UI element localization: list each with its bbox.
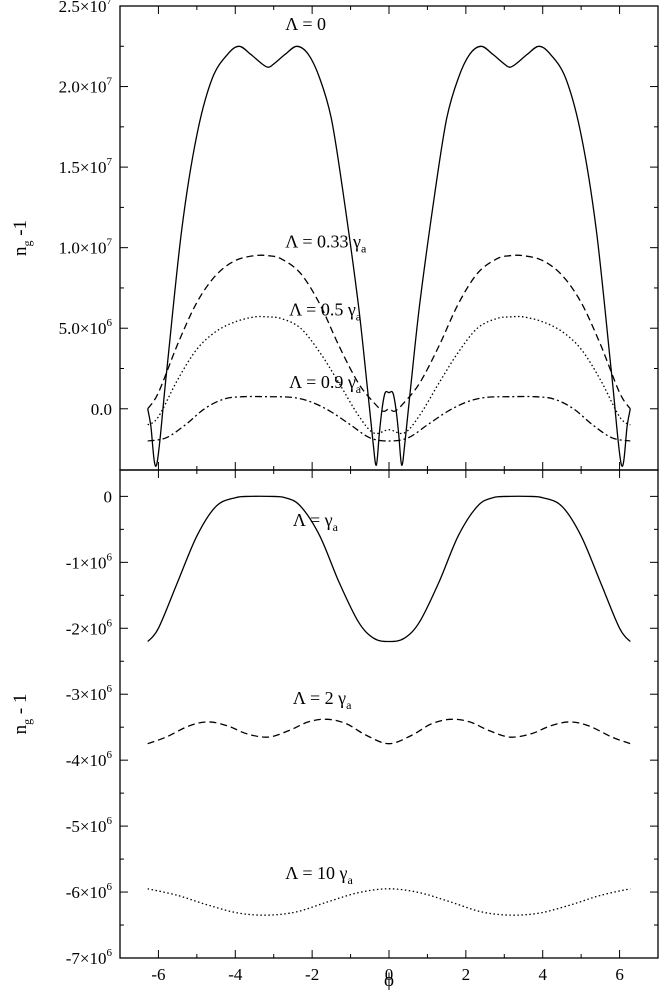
- y-tick-label: -2×106: [66, 617, 113, 638]
- plot-frame: [119, 469, 659, 959]
- series-line: [147, 395, 631, 442]
- x-axis-label: ϕ: [384, 970, 394, 991]
- y-tick-label: 0: [104, 487, 113, 506]
- y-tick-label: 0.0: [91, 400, 112, 419]
- series-annotation: Λ = 0: [285, 14, 326, 34]
- series-annotation: Λ = γa: [293, 510, 339, 534]
- y-tick-label: 2.0×107: [59, 76, 113, 97]
- series-annotation: Λ = 2 γa: [293, 688, 352, 712]
- series-annotation: Λ = 10 γa: [285, 863, 353, 887]
- series-annotation: Λ = 0.9 γa: [289, 372, 362, 396]
- y-tick-label: 2.5×107: [59, 0, 113, 16]
- series-line: [147, 495, 631, 643]
- y-tick-label: -7×106: [66, 947, 113, 968]
- x-tick-label: -4: [228, 965, 243, 984]
- y-tick-label: -1×106: [66, 551, 113, 572]
- series-annotation: Λ = 0.33 γa: [285, 232, 367, 256]
- y-tick-label: -6×106: [66, 881, 113, 902]
- series-line: [147, 718, 631, 745]
- series-annotation: Λ = 0.5 γa: [289, 299, 362, 323]
- bottom-panel: -6 -4 -2 0 2 4 6 0 -1×106 -2×106 -3×106 -4×106 -5×10…: [10, 469, 659, 991]
- x-tick-label: 2: [462, 965, 471, 984]
- x-tick-label: -2: [305, 965, 319, 984]
- plot-frame: [119, 5, 659, 471]
- series-line: [147, 315, 631, 435]
- y-tick-label: -5×106: [66, 815, 113, 836]
- top-panel: 0.0 5.0×106 1.0×107 1.5×107 2.0×107 2.5×107 ng…: [10, 0, 659, 471]
- x-tick-label: 6: [615, 965, 624, 984]
- series-line: [147, 888, 631, 916]
- series-line: [147, 45, 631, 467]
- y-axis-label: ng - 1: [10, 694, 34, 735]
- y-axis-label: ng -1: [10, 220, 34, 256]
- y-tick-label: -4×106: [66, 749, 113, 770]
- x-tick-label: 4: [538, 965, 547, 984]
- y-tick-label: 5.0×106: [59, 317, 113, 338]
- x-tick-label: -6: [151, 965, 165, 984]
- y-tick-label: 1.0×107: [59, 237, 113, 258]
- y-tick-label: -3×106: [66, 683, 113, 704]
- y-tick-label: 1.5×107: [59, 156, 113, 177]
- series-line: [147, 254, 631, 413]
- x-tick-label: 0: [385, 965, 394, 984]
